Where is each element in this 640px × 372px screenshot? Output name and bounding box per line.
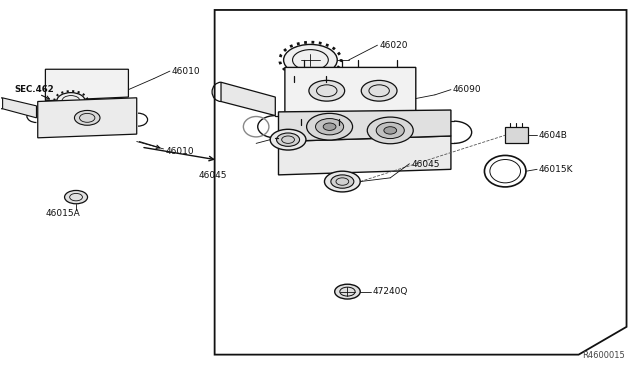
Circle shape [384, 127, 397, 134]
Circle shape [335, 284, 360, 299]
Circle shape [367, 117, 413, 144]
Text: SEC.462: SEC.462 [15, 85, 54, 94]
Circle shape [323, 123, 336, 131]
Circle shape [309, 80, 345, 101]
Polygon shape [3, 98, 36, 118]
Circle shape [331, 175, 354, 188]
Circle shape [307, 113, 353, 140]
Text: 46010: 46010 [172, 67, 200, 76]
Text: 46090: 46090 [453, 85, 481, 94]
Circle shape [284, 44, 337, 76]
Text: 46020: 46020 [380, 41, 408, 51]
Text: R4600015: R4600015 [582, 351, 625, 360]
Polygon shape [278, 110, 451, 141]
Circle shape [276, 133, 300, 146]
Circle shape [324, 171, 360, 192]
Circle shape [65, 190, 88, 204]
Text: 46045: 46045 [199, 171, 227, 180]
Text: 46045: 46045 [412, 160, 440, 169]
Circle shape [316, 119, 344, 135]
Polygon shape [221, 82, 275, 116]
Polygon shape [285, 67, 416, 119]
Text: 46010: 46010 [166, 147, 194, 155]
Circle shape [270, 129, 306, 150]
Text: 47240Q: 47240Q [373, 287, 408, 296]
Polygon shape [38, 98, 137, 138]
Text: 4604B: 4604B [539, 131, 568, 140]
Circle shape [57, 93, 85, 109]
Polygon shape [278, 136, 451, 175]
Circle shape [74, 110, 100, 125]
Text: 46015A: 46015A [45, 209, 80, 218]
Circle shape [361, 80, 397, 101]
Polygon shape [505, 127, 527, 143]
Polygon shape [45, 69, 129, 101]
Text: 46015K: 46015K [539, 165, 573, 174]
Circle shape [376, 122, 404, 138]
